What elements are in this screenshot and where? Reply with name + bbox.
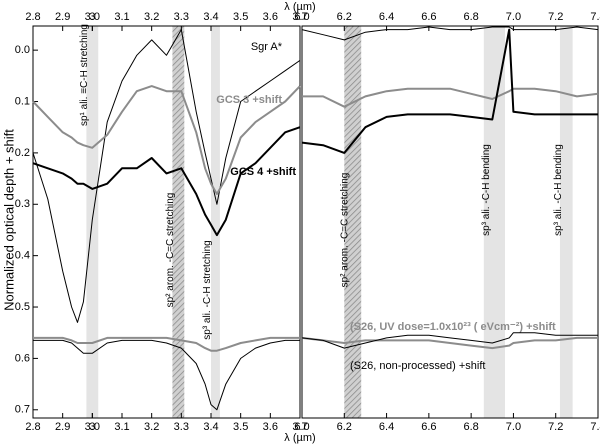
x-tick-label-top: 6.8: [463, 11, 478, 23]
x-tick-label-top: 6.2: [337, 11, 352, 23]
x-tick-label: 6.4: [379, 421, 394, 433]
series-label: Sgr A*: [251, 41, 283, 53]
x-tick-label: 3.7: [292, 421, 307, 433]
x-tick-label-top: 2.9: [55, 11, 70, 23]
series-line: [33, 339, 300, 411]
x-tick-label: 3.2: [144, 421, 159, 433]
x-tick-label: 7.4: [590, 421, 600, 433]
band: [172, 26, 185, 418]
x-tick-label-top: 7.0: [506, 11, 521, 23]
x-tick-label-top: 3.7: [292, 11, 307, 23]
x-tick-label: 7.0: [506, 421, 521, 433]
x-tick-label: 3.3: [174, 421, 189, 433]
series-line: [301, 28, 598, 154]
band-label: sp³ ali. -C-H bending: [481, 144, 492, 236]
x-tick-label: 6.6: [421, 421, 436, 433]
series-label: GCS 3 +shift: [216, 94, 282, 106]
y-tick-label: 0.0: [15, 44, 30, 56]
y-axis-title: Normalized optical depth + shift: [1, 129, 16, 311]
x-tick-label-top: 3.3: [174, 11, 189, 23]
x-tick-label-top: 3.2: [144, 11, 159, 23]
x-tick-label: 6.2: [337, 421, 352, 433]
band: [211, 26, 220, 418]
y-tick-label: 0.6: [15, 352, 30, 364]
band: [344, 26, 362, 418]
x-axis-title-top: λ (µm): [284, 1, 315, 13]
x-tick-label-top: 6.0: [294, 11, 309, 23]
band: [483, 26, 505, 418]
series-line: [32, 126, 301, 237]
series-line: [301, 26, 599, 41]
x-tick-label-top: 7.2: [548, 11, 563, 23]
series-line: [33, 336, 300, 352]
series-line: [32, 85, 301, 195]
x-tick-label: 2.9: [55, 421, 70, 433]
y-tick-label: 0.4: [15, 250, 30, 262]
x-tick-label-top: 3: [89, 11, 95, 23]
x-tick-label-top: 2.8: [25, 11, 40, 23]
band-label: sp³ ali. -C-H bending: [553, 144, 564, 236]
x-axis-title: λ (µm): [284, 432, 315, 444]
band-label: sp¹ ali. ≡C-H stretching: [79, 24, 90, 126]
x-tick-label: 6.8: [463, 421, 478, 433]
series-line: [32, 29, 301, 323]
x-tick-label: 6.0: [294, 421, 309, 433]
x-tick-label: 3.6: [263, 421, 278, 433]
series-line: [301, 336, 598, 350]
band-label: sp³ ali. -C-H stretching: [202, 240, 213, 339]
series-line: [301, 332, 598, 349]
y-tick-label: 0.2: [15, 147, 30, 159]
series-label: (S26, UV dose=1.0x10²³ ( eVcm⁻²) +shift: [350, 321, 556, 333]
x-tick-label: 2.8: [25, 421, 40, 433]
x-tick-label: 3.4: [203, 421, 218, 433]
band: [559, 26, 573, 418]
x-tick-label-top: 3.6: [263, 11, 278, 23]
x-tick-label: 3.1: [114, 421, 129, 433]
band-label: sp² arom. -C=C stretching: [165, 193, 176, 308]
y-tick-label: 0.5: [15, 301, 30, 313]
plot-frame: [32, 25, 301, 419]
x-tick-label: 3.5: [233, 421, 248, 433]
y-tick-label: 0.7: [15, 404, 30, 416]
plot-frame: [301, 25, 599, 419]
x-tick-label: 3.0: [85, 421, 100, 433]
x-tick-label-top: 3.0: [85, 11, 100, 23]
x-tick-label: 3: [89, 421, 95, 433]
x-tick-label: 7.2: [548, 421, 563, 433]
band-label: sp² arom. -C=C stretching: [339, 173, 350, 288]
x-tick-label-top: 7.4: [590, 11, 600, 23]
series-label: GCS 4 +shift: [230, 166, 296, 178]
series-line: [302, 87, 599, 108]
series-label: (S26, non-processed) +shift: [350, 360, 485, 372]
y-tick-label: 0.3: [15, 198, 30, 210]
x-tick-label-top: 3.5: [233, 11, 248, 23]
x-tick-label-top: 3.4: [203, 11, 218, 23]
x-tick-label-top: 3.1: [114, 11, 129, 23]
y-tick-label: 0.1: [15, 95, 30, 107]
x-tick-label-top: 6.4: [379, 11, 394, 23]
x-tick-label-top: 6.6: [421, 11, 436, 23]
